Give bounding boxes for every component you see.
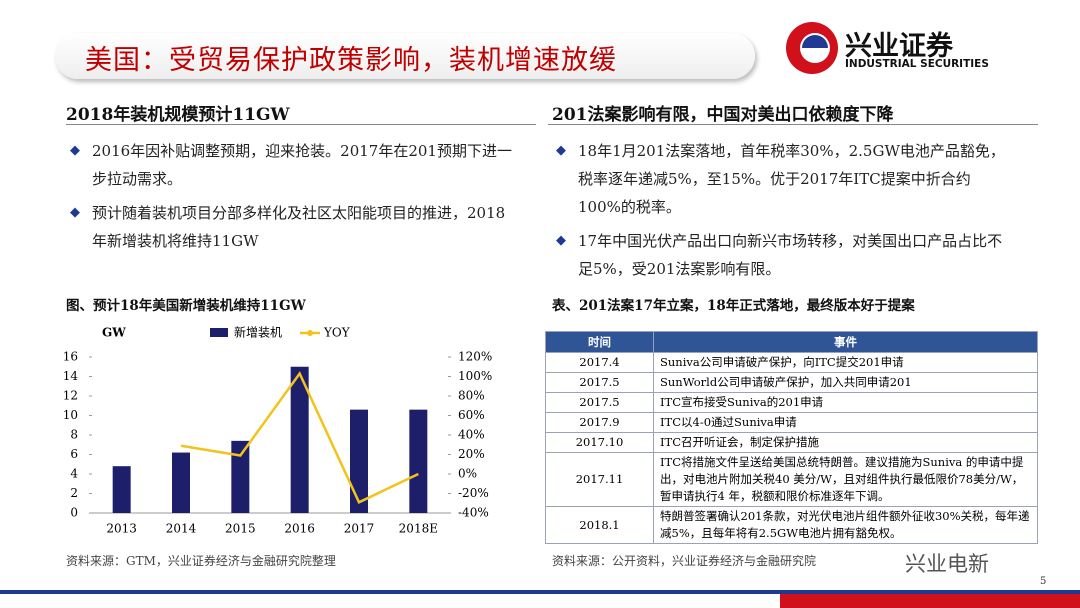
page-number: 5 <box>1040 576 1047 587</box>
legend-swatch <box>210 328 228 337</box>
table-cell: 2018.1 <box>545 506 654 544</box>
col-header: 时间 <box>545 331 654 353</box>
x-tick-label: 2014 <box>166 522 197 536</box>
table-cell: ITC以4-0通过Suniva申请 <box>653 412 1038 433</box>
title-band <box>55 33 755 79</box>
x-tick-label: 2017 <box>344 522 375 536</box>
y2-tick-label: -40% <box>458 506 489 520</box>
bullet: 预计随着装机项目分部多样化及社区太阳能项目的推进，2018年新增装机将维持11G… <box>70 199 515 255</box>
col-header: 事件 <box>653 331 1038 353</box>
slide-title: 美国：受贸易保护政策影响，装机增速放缓 <box>85 45 617 76</box>
legend-label: YOY <box>323 326 351 340</box>
y-tick-label: 8 <box>70 428 78 442</box>
y-tick-label: 12 <box>63 389 78 403</box>
table-row: 2017.4 Suniva公司申请破产保护，向ITC提交201申请 <box>545 352 1038 373</box>
y2-tick-label: 60% <box>458 408 485 422</box>
bar <box>172 452 190 513</box>
y2-tick-label: 80% <box>458 389 485 403</box>
watermark: 兴业电新 <box>905 552 989 576</box>
bar <box>112 466 131 513</box>
table-cell: SunWorld公司申请破产保护，加入共同申请201 <box>653 372 1038 393</box>
y-tick-label: 14 <box>63 369 79 383</box>
table-title: 表、201法案17年立案，18年正式落地，最终版本好于提案 <box>552 298 915 314</box>
logo-mark <box>786 22 838 74</box>
table-row: 2017.9 ITC以4-0通过Suniva申请 <box>545 412 1038 433</box>
x-tick-label: 2013 <box>106 522 137 536</box>
legend-label: 新增装机 <box>234 325 282 340</box>
right-heading: 201法案影响有限，中国对美出口依赖度下降 <box>552 105 894 125</box>
logo-en: INDUSTRIAL SECURITIES <box>845 58 989 70</box>
legend-swatch <box>307 330 313 336</box>
y-tick-label: 10 <box>63 408 78 422</box>
source: 资料来源：公开资料，兴业证券经济与金融研究院 <box>552 554 817 568</box>
bar <box>350 409 368 513</box>
y2-tick-label: 0% <box>458 467 477 481</box>
table-row: 2017.11 ITC将措施文件呈送给美国总统特朗普。建议措施为Suniva 的申… <box>545 452 1038 507</box>
rule <box>548 124 1038 125</box>
y2-tick-label: 20% <box>458 447 485 461</box>
table-row: 2018.1 特朗普签署确认201条款，对光伏电池片组件额外征收30%关税，每年递… <box>545 506 1038 544</box>
bar <box>290 366 309 513</box>
x-tick-label: 2018E <box>399 522 438 536</box>
y2-tick-label: 40% <box>458 428 485 442</box>
table-cell: 2017.4 <box>545 352 654 373</box>
x-tick-label: 2015 <box>225 522 256 536</box>
y2-tick-label: -20% <box>458 486 489 500</box>
bullet: 18年1月201法案落地，首年税率30%，2.5GW电池产品豁免，税率逐年递减5… <box>556 137 1006 221</box>
bullet: 2016年因补贴调整预期，迎来抢装。2017年在201预期下进一步拉动需求。 <box>70 137 515 193</box>
footer-bar <box>0 590 1080 594</box>
bar <box>231 440 250 513</box>
table-cell: 2017.11 <box>545 452 654 507</box>
events-table: 时间 事件 2017.4 Suniva公司申请破产保护，向ITC提交201申请 201… <box>545 331 1038 544</box>
y2-tick-label: 100% <box>458 369 492 383</box>
y2-tick-label: 120% <box>458 350 492 364</box>
y-tick-label: 4 <box>70 467 78 481</box>
source: 资料来源：GTM，兴业证券经济与金融研究院整理 <box>66 554 336 568</box>
logo-text: 兴业证券 <box>845 31 953 62</box>
x-tick-label: 2016 <box>284 522 315 536</box>
table-row: 2017.5 SunWorld公司申请破产保护，加入共同申请201 <box>545 372 1038 393</box>
bullet: 17年中国光伏产品出口向新兴市场转移，对美国出口产品占比不足5%，受201法案影… <box>556 227 1006 283</box>
footer-bar <box>780 594 1080 608</box>
table-row: 2017.10 ITC召开听证会，制定保护措施 <box>545 432 1038 453</box>
left-heading: 2018年装机规模预计11GW <box>66 105 290 125</box>
y-tick-label: 16 <box>63 350 78 364</box>
chart-title: 图、预计18年美国新增装机维持11GW <box>66 298 306 314</box>
table-cell: ITC将措施文件呈送给美国总统特朗普。建议措施为Suniva 的申请中提出，对电… <box>653 452 1038 507</box>
y-tick-label: 2 <box>70 486 78 500</box>
y-tick-label: 0 <box>70 506 78 520</box>
rule <box>66 124 536 125</box>
line <box>180 371 419 504</box>
table-cell: 特朗普签署确认201条款，对光伏电池片组件额外征收30%关税，每年递减5%，且每… <box>653 506 1038 544</box>
bar <box>409 409 428 513</box>
y-tick-label: 6 <box>70 447 78 461</box>
y-axis-label: GW <box>102 326 126 340</box>
